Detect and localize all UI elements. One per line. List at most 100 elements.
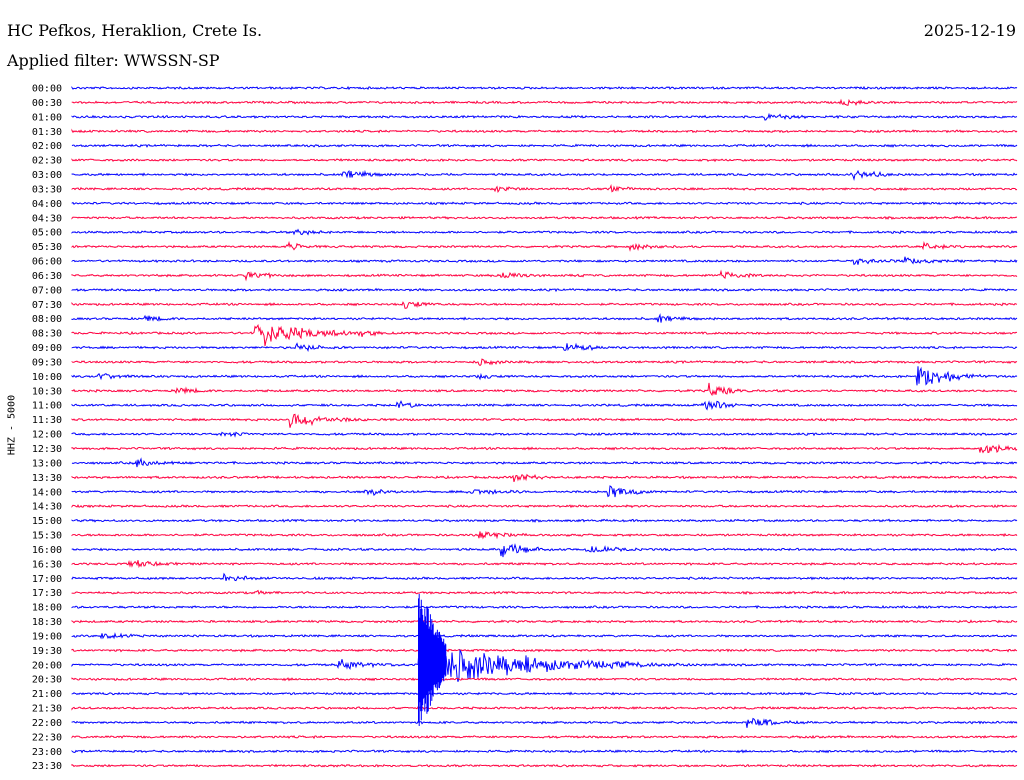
trace-row — [71, 287, 1018, 293]
trace-row — [71, 143, 1018, 148]
trace-row — [71, 184, 1018, 194]
trace-row — [71, 112, 1018, 121]
row-time-label: 07:00 — [32, 285, 62, 296]
trace-row — [71, 572, 1018, 582]
row-time-label: 10:00 — [32, 372, 62, 383]
trace-row — [71, 158, 1018, 163]
row-time-label: 00:30 — [32, 98, 62, 109]
row-time-label: 20:30 — [32, 675, 62, 686]
row-time-label: 16:30 — [32, 559, 62, 570]
row-time-label: 09:00 — [32, 343, 62, 354]
row-time-label: 04:00 — [32, 199, 62, 210]
trace-row — [71, 382, 1018, 397]
row-time-label: 11:30 — [32, 415, 62, 426]
trace-row — [71, 632, 1018, 640]
row-time-label: 14:00 — [32, 487, 62, 498]
trace-row — [71, 691, 1018, 696]
row-time-label: 15:30 — [32, 531, 62, 542]
trace-row — [71, 400, 1018, 411]
row-time-label: 04:30 — [32, 213, 62, 224]
row-time-label: 14:30 — [32, 502, 62, 513]
trace-row — [71, 240, 1018, 252]
row-time-label: 18:00 — [32, 603, 62, 614]
trace-row — [71, 256, 1018, 266]
row-time-label: 05:30 — [32, 242, 62, 253]
row-time-label: 01:30 — [32, 127, 62, 138]
trace-row — [71, 677, 1018, 682]
trace-row — [71, 358, 1018, 367]
row-time-label: 18:30 — [32, 617, 62, 628]
trace-row — [71, 269, 1018, 282]
trace-row — [71, 324, 1018, 346]
row-time-label: 06:00 — [32, 257, 62, 268]
row-time-label: 23:00 — [32, 747, 62, 758]
trace-row — [71, 473, 1018, 483]
time-tick-group: 00:00 00:30 01:00 01:30 02:00 02:30 03:00 03:30… — [32, 84, 62, 773]
trace-row — [71, 301, 1018, 309]
row-time-label: 12:00 — [32, 430, 62, 441]
trace-row — [71, 560, 1018, 569]
trace-row — [71, 734, 1018, 740]
row-time-label: 07:30 — [32, 300, 62, 311]
trace-row — [71, 530, 1018, 540]
row-time-label: 03:30 — [32, 184, 62, 195]
trace-row — [71, 228, 1018, 236]
trace-row — [71, 215, 1018, 220]
trace-row — [71, 342, 1018, 353]
trace-row — [71, 485, 1017, 498]
trace-row — [71, 413, 1018, 428]
filter-label: Applied filter: WWSSN-SP — [7, 51, 220, 70]
trace-row — [71, 518, 1018, 523]
row-time-label: 15:00 — [32, 516, 62, 527]
row-time-label: 20:00 — [32, 660, 62, 671]
row-time-label: 00:00 — [32, 84, 62, 95]
trace-row — [71, 169, 1018, 182]
row-time-label: 12:30 — [32, 444, 62, 455]
trace-row — [71, 313, 1018, 323]
row-time-label: 16:00 — [32, 545, 62, 556]
trace-row — [71, 619, 1018, 624]
row-time-label: 19:30 — [32, 646, 62, 657]
trace-row — [71, 366, 1018, 386]
trace-row — [71, 128, 1018, 134]
row-time-label: 13:30 — [32, 473, 62, 484]
row-time-label: 23:30 — [32, 761, 62, 772]
trace-row — [71, 443, 1018, 454]
row-time-label: 22:30 — [32, 732, 62, 743]
row-time-label: 17:00 — [32, 574, 62, 585]
trace-row — [71, 717, 1018, 728]
row-time-label: 05:00 — [32, 228, 62, 239]
row-time-label: 21:30 — [32, 704, 62, 715]
row-time-label: 08:00 — [32, 314, 62, 325]
row-time-label: 11:00 — [32, 401, 62, 412]
station-title: HC Pefkos, Heraklion, Crete Is. — [7, 21, 263, 40]
row-time-label: 08:30 — [32, 329, 62, 340]
trace-row — [71, 431, 1018, 438]
trace-row — [71, 98, 1018, 106]
trace-row — [71, 604, 1018, 610]
large-event-trace — [418, 594, 447, 726]
row-time-label: 01:00 — [32, 112, 62, 123]
trace-group — [71, 85, 1018, 768]
trace-row — [71, 763, 1018, 768]
trace-row — [71, 85, 1018, 91]
trace-row — [71, 749, 1018, 754]
trace-row — [71, 706, 1018, 711]
row-time-label: 02:30 — [32, 156, 62, 167]
trace-row — [71, 543, 1017, 558]
trace-row — [71, 201, 1018, 206]
row-time-label: 19:00 — [32, 631, 62, 642]
trace-row — [71, 457, 1018, 468]
row-time-label: 10:30 — [32, 386, 62, 397]
trace-row — [71, 504, 1018, 509]
trace-row — [71, 643, 1018, 690]
row-time-label: 17:30 — [32, 588, 62, 599]
row-time-label: 09:30 — [32, 357, 62, 368]
row-time-label: 02:00 — [32, 141, 62, 152]
trace-row — [71, 648, 1018, 653]
row-time-label: 06:30 — [32, 271, 62, 282]
row-time-label: 22:00 — [32, 718, 62, 729]
row-time-label: 03:00 — [32, 170, 62, 181]
row-time-label: 13:00 — [32, 458, 62, 469]
